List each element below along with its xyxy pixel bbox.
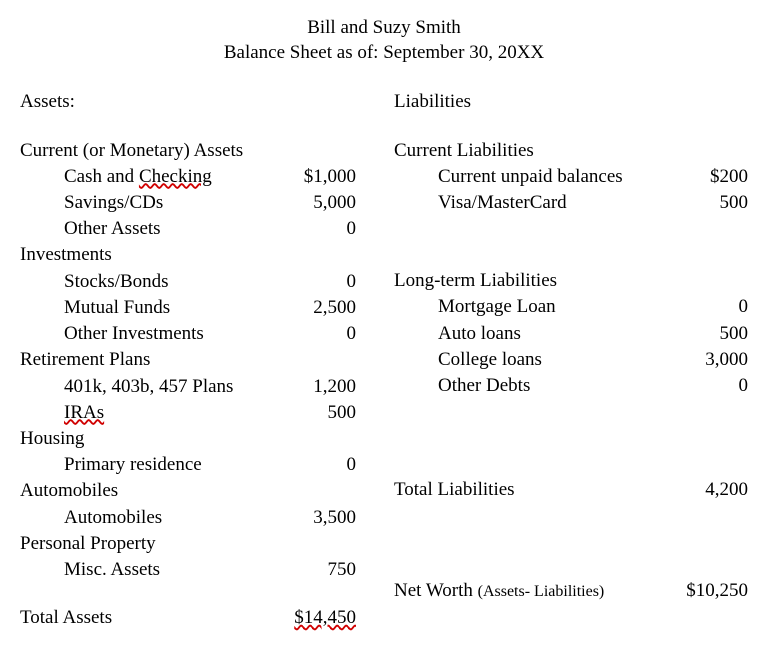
val-savings: 5,000 bbox=[296, 190, 374, 216]
item-residence: Primary residence bbox=[20, 452, 202, 478]
item-other-debts: Other Debts bbox=[394, 373, 530, 399]
val-other-assets: 0 bbox=[296, 216, 374, 242]
item-iras: IRAs bbox=[20, 400, 104, 426]
section-current-liab: Current Liabilities bbox=[394, 138, 534, 164]
liabilities-heading: Liabilities bbox=[394, 89, 471, 115]
item-mutual: Mutual Funds bbox=[20, 295, 170, 321]
item-savings: Savings/CDs bbox=[20, 190, 163, 216]
val-mutual: 2,500 bbox=[296, 295, 374, 321]
section-personal: Personal Property bbox=[20, 531, 156, 557]
networth-label: Net Worth (Assets- Liabilities) bbox=[394, 578, 604, 604]
item-stocks: Stocks/Bonds bbox=[20, 269, 169, 295]
section-current-assets: Current (or Monetary) Assets bbox=[20, 138, 243, 164]
total-liab-label: Total Liabilities bbox=[394, 477, 515, 503]
item-mortgage: Mortgage Loan bbox=[394, 294, 556, 320]
title-subtitle: Balance Sheet as of: September 30, 20XX bbox=[20, 41, 748, 66]
item-college: College loans bbox=[394, 347, 542, 373]
item-auto-loans: Auto loans bbox=[394, 321, 521, 347]
val-cash-checking: $1,000 bbox=[296, 164, 374, 190]
val-misc: 750 bbox=[296, 557, 374, 583]
item-other-assets: Other Assets bbox=[20, 216, 161, 242]
val-college: 3,000 bbox=[688, 347, 748, 373]
val-residence: 0 bbox=[296, 452, 374, 478]
networth-value: $10,250 bbox=[686, 578, 748, 604]
val-visa: 500 bbox=[688, 190, 748, 216]
item-unpaid: Current unpaid balances bbox=[394, 164, 623, 190]
item-401k: 401k, 403b, 457 Plans bbox=[20, 374, 233, 400]
item-misc: Misc. Assets bbox=[20, 557, 160, 583]
liabilities-column: Liabilities Current Liabilities Current … bbox=[394, 89, 748, 631]
val-stocks: 0 bbox=[296, 269, 374, 295]
section-investments: Investments bbox=[20, 242, 112, 268]
total-assets-value: $14,450 bbox=[294, 605, 374, 631]
val-autos: 3,500 bbox=[296, 505, 374, 531]
val-401k: 1,200 bbox=[296, 374, 374, 400]
val-other-inv: 0 bbox=[296, 321, 374, 347]
val-mortgage: 0 bbox=[688, 294, 748, 320]
item-autos: Automobiles bbox=[20, 505, 162, 531]
title-name: Bill and Suzy Smith bbox=[20, 16, 748, 41]
val-iras: 500 bbox=[296, 400, 374, 426]
assets-heading: Assets: bbox=[20, 89, 75, 115]
assets-column: Assets: Current (or Monetary) Assets Cas… bbox=[20, 89, 374, 631]
val-auto-loans: 500 bbox=[688, 321, 748, 347]
val-other-debts: 0 bbox=[688, 373, 748, 399]
item-other-inv: Other Investments bbox=[20, 321, 204, 347]
val-unpaid: $200 bbox=[688, 164, 748, 190]
section-housing: Housing bbox=[20, 426, 84, 452]
section-autos: Automobiles bbox=[20, 478, 118, 504]
total-assets-label: Total Assets bbox=[20, 605, 112, 631]
item-visa: Visa/MasterCard bbox=[394, 190, 567, 216]
item-cash-checking: Cash and Checking bbox=[20, 164, 212, 190]
total-liab-value: 4,200 bbox=[688, 477, 748, 503]
section-retirement: Retirement Plans bbox=[20, 347, 150, 373]
section-longterm: Long-term Liabilities bbox=[394, 268, 557, 294]
